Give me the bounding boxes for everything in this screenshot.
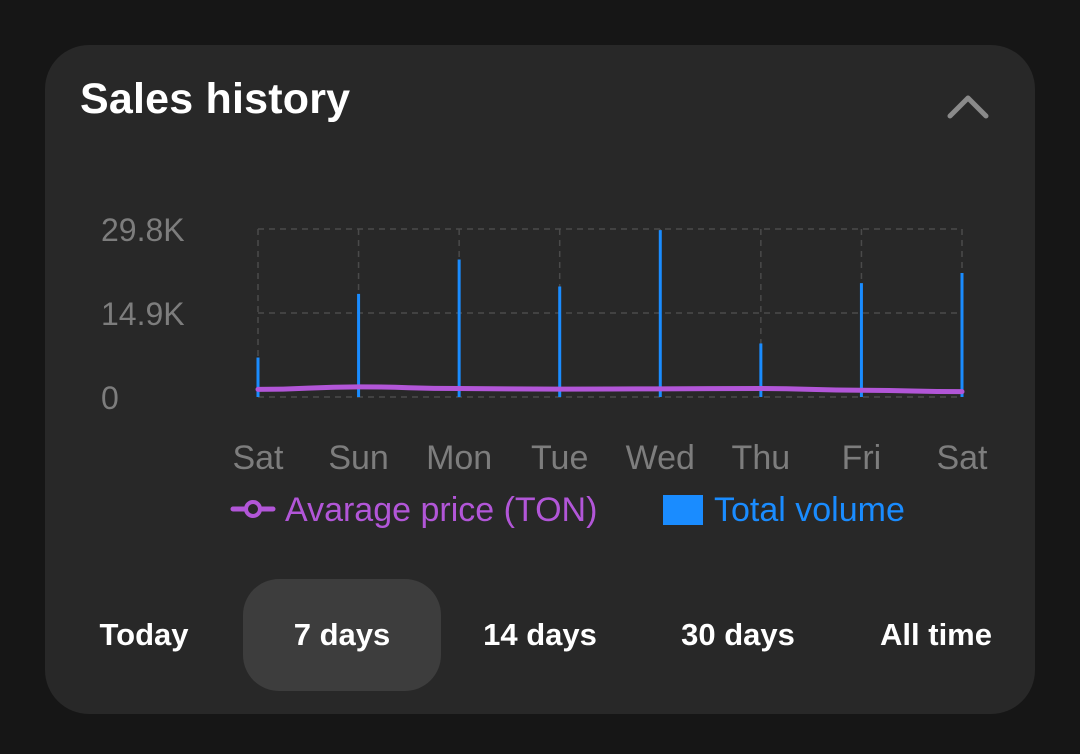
x-tick-label: Sun [328, 439, 389, 477]
tab-label: 7 days [293, 617, 391, 652]
x-tick-label: Sat [936, 439, 988, 477]
tab-7-days[interactable]: 7 days [243, 579, 441, 691]
tab-30-days[interactable]: 30 days [639, 579, 837, 691]
x-tick-label: Thu [732, 439, 791, 477]
legend-volume-swatch [663, 495, 703, 525]
tab-label: Today [99, 617, 189, 652]
legend-volume-label: Total volume [714, 491, 905, 529]
tab-14-days[interactable]: 14 days [441, 579, 639, 691]
card-title: Sales history [80, 75, 351, 123]
x-tick-label: Wed [626, 439, 695, 477]
x-tick-label: Fri [842, 439, 882, 477]
legend-price-label: Avarage price (TON) [285, 491, 597, 529]
x-tick-label: Tue [531, 439, 588, 477]
y-tick-label: 14.9K [101, 296, 185, 332]
legend-price-dot-marker [244, 500, 262, 518]
x-tick-label: Sat [232, 439, 284, 477]
tab-label: All time [880, 617, 992, 652]
x-tick-label: Mon [426, 439, 492, 477]
tab-label: 14 days [483, 617, 597, 652]
tab-label: 30 days [681, 617, 795, 652]
y-tick-label: 29.8K [101, 212, 185, 248]
price-line [255, 384, 965, 395]
y-tick-label: 0 [101, 380, 119, 416]
sales-history-card: Sales history 29.8K 14.9K 0 Sat Sun Mon Tue Wed… [45, 45, 1035, 714]
period-tabs: Today 7 days 14 days 30 days All time [45, 579, 1035, 691]
chevron-up-icon [947, 95, 989, 119]
tab-all-time[interactable]: All time [837, 579, 1035, 691]
collapse-button[interactable] [940, 83, 996, 129]
tab-today[interactable]: Today [45, 579, 243, 691]
